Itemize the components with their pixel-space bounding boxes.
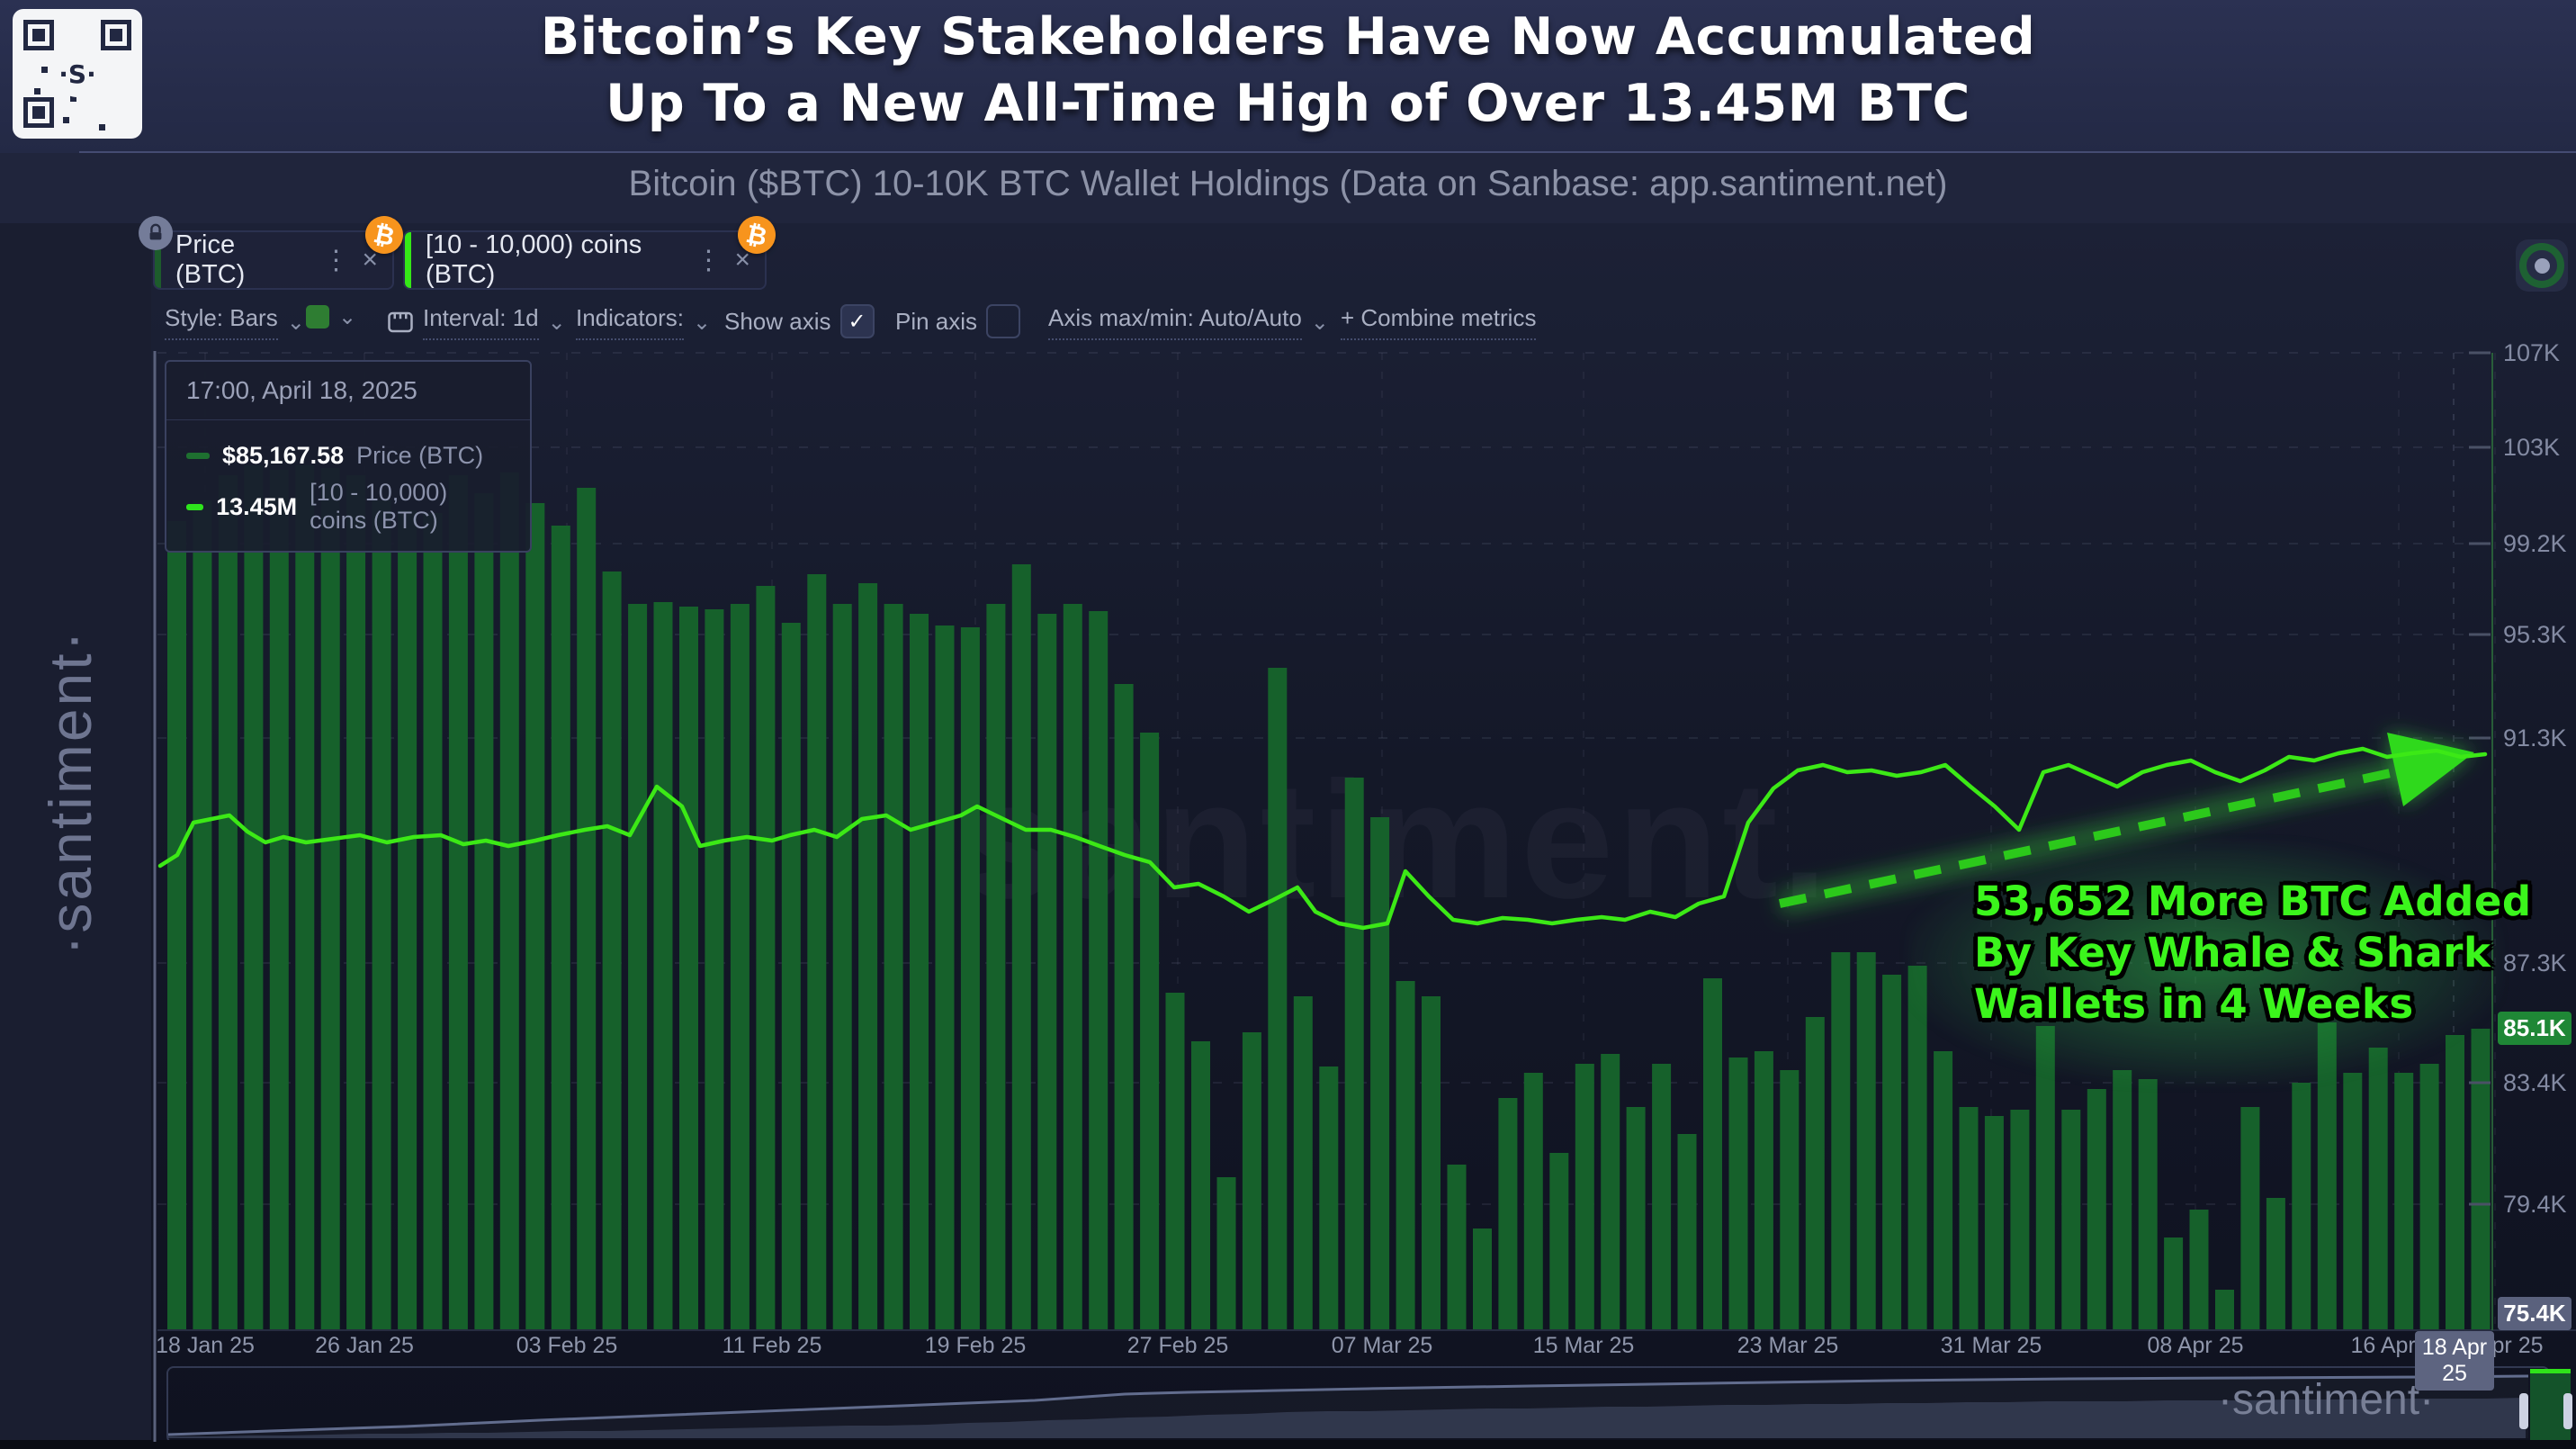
tooltip-row-0: $85,167.58 Price (BTC) [186, 442, 510, 470]
annotation-line1: 53,652 More BTC Added [1974, 878, 2532, 925]
indicators-label: Indicators: [576, 304, 684, 340]
metric-chip-label: [10 - 10,000) coins (BTC) [426, 230, 642, 289]
y-axis-badge-85.1K: 85.1K [2498, 1012, 2572, 1045]
pin-axis-toggle[interactable]: Pin axis [895, 304, 1021, 338]
show-axis-toggle[interactable]: Show axis ✓ [724, 304, 875, 338]
style-label: Style: Bars [165, 304, 278, 340]
style-selector[interactable]: Style: Bars ⌄ [165, 304, 305, 340]
chip-accent-bar [405, 232, 411, 288]
x-axis-label: 11 Feb 25 [722, 1333, 822, 1358]
chip-accent-bar [155, 232, 161, 288]
indicators-selector[interactable]: Indicators: ⌄ [576, 304, 711, 340]
tooltip-timestamp: 17:00, April 18, 2025 [186, 376, 417, 404]
x-axis-label: 08 Apr 25 [2147, 1333, 2244, 1358]
x-axis-label: 19 Feb 25 [924, 1333, 1027, 1358]
tooltip-series-label: Price (BTC) [356, 442, 484, 469]
holdings-line [157, 746, 2488, 931]
x-axis-label: 03 Feb 25 [516, 1333, 618, 1358]
series-color-dash [186, 453, 210, 459]
y-axis-label-103K: 103K [2503, 434, 2561, 461]
navigator-watermark: ·santiment· [2218, 1376, 2435, 1424]
navigator-grip-right[interactable] [2563, 1393, 2572, 1429]
y-axis-label-95.3K: 95.3K [2503, 621, 2567, 648]
annotation-line3: Wallets in 4 Weeks [1974, 980, 2414, 1028]
y-axis-label-99.2K: 99.2K [2503, 530, 2567, 557]
series-color-dash [186, 503, 204, 510]
left-sidebar [0, 223, 151, 1449]
chevron-down-icon: ⌄ [692, 310, 712, 335]
chip-menu-icon[interactable]: ⋮ [695, 245, 723, 275]
pin-axis-label: Pin axis [895, 307, 978, 335]
chevron-down-icon: ⌄ [286, 310, 305, 335]
interval-selector[interactable]: Interval: 1d ⌄ [387, 304, 566, 340]
tooltip-series-label: [10 - 10,000) coins (BTC) [310, 479, 448, 534]
target-icon-dot [2534, 257, 2550, 274]
chart-tooltip: 17:00, April 18, 2025 $85,167.58 Price (B… [165, 360, 532, 553]
navigator-price-area [168, 1398, 2526, 1438]
qr-pattern: ·S· [23, 20, 131, 130]
trend-arrowhead [2387, 733, 2474, 806]
header-band [0, 0, 2576, 153]
bottom-strip [0, 1440, 2576, 1449]
chevron-down-icon: ⌄ [1310, 310, 1329, 335]
x-axis-label: 15 Mar 25 [1532, 1333, 1635, 1358]
x-axis-label: 31 Mar 25 [1940, 1333, 2042, 1358]
page-title-line1: Bitcoin’s Key Stakeholders Have Now Accu… [540, 7, 2036, 67]
y-axis-label-91.3K: 91.3K [2503, 724, 2567, 752]
x-axis-label: 18 Jan 25 [156, 1333, 255, 1358]
color-swatch-selector[interactable]: ⌄ [306, 304, 356, 329]
tooltip-row-1: 13.45M [10 - 10,000) coins (BTC) [186, 479, 510, 535]
chevron-down-icon: ⌄ [547, 310, 566, 335]
subtitle-band [0, 153, 2576, 223]
tooltip-value: $85,167.58 [222, 442, 345, 469]
header-divider [79, 151, 2576, 153]
show-axis-checkbox[interactable]: ✓ [839, 304, 875, 338]
axis-maxmin-selector[interactable]: Axis max/min: Auto/Auto ⌄ [1048, 304, 1329, 340]
svg-text:·S·: ·S· [58, 59, 95, 89]
navigator-grip-left[interactable] [2519, 1393, 2528, 1429]
tooltip-rows: $85,167.58 Price (BTC) 13.45M [10 - 10,000)… [166, 420, 530, 551]
x-axis-label: 23 Mar 25 [1737, 1333, 1839, 1358]
target-icon [2519, 243, 2564, 288]
combine-metrics-button[interactable]: + Combine metrics [1341, 304, 1537, 340]
interval-icon [388, 311, 413, 333]
tooltip-divider [166, 419, 530, 420]
annotation-line2: By Key Whale & Shark [1974, 929, 2491, 976]
metric-chip-label: Price (BTC) [175, 230, 246, 289]
y-axis-label-87.3K: 87.3K [2503, 950, 2567, 976]
y-axis-label-79.4K: 79.4K [2503, 1191, 2567, 1218]
metric-chip-price[interactable]: Price (BTC) ⋮ × [153, 230, 394, 290]
qr-code: ·S· [13, 9, 142, 139]
pin-axis-checkbox[interactable] [986, 304, 1021, 338]
navigator-holdings-line [167, 1374, 2529, 1436]
x-axis-label: 07 Mar 25 [1331, 1333, 1433, 1358]
chevron-down-icon: ⌄ [338, 304, 357, 329]
metric-chip-holdings[interactable]: [10 - 10,000) coins (BTC) ⋮ × [403, 230, 767, 290]
x-axis-label: 27 Feb 25 [1126, 1333, 1229, 1358]
crosshair-date-badge: 18 Apr 25 [2415, 1331, 2494, 1390]
y-axis-label-107K: 107K [2503, 339, 2561, 366]
color-swatch [306, 305, 329, 328]
page-subtitle: Bitcoin ($BTC) 10-10K BTC Wallet Holding… [628, 164, 1948, 203]
tooltip-value: 13.45M [216, 492, 298, 520]
chip-close-icon[interactable]: × [734, 245, 750, 274]
annotation-glow [1907, 842, 2501, 1084]
interval-label: Interval: 1d [423, 304, 539, 340]
price-bars [167, 465, 2491, 1331]
page-title-line2: Up To a New All-Time High of Over 13.45M… [606, 74, 1970, 133]
chip-close-icon[interactable]: × [362, 245, 378, 274]
combine-metrics-label: + Combine metrics [1341, 304, 1537, 340]
trend-dashed-line [1778, 764, 2413, 908]
y-axis-badge-75.4K: 75.4K [2498, 1297, 2572, 1330]
x-axis-label: 26 Jan 25 [315, 1333, 414, 1358]
axis-maxmin-label: Axis max/min: Auto/Auto [1048, 304, 1302, 340]
lock-icon [139, 216, 173, 250]
y-axis-label-83.4K: 83.4K [2503, 1069, 2567, 1096]
watch-metric-button[interactable] [2516, 239, 2568, 292]
chip-menu-icon[interactable]: ⋮ [322, 245, 350, 275]
show-axis-label: Show axis [724, 307, 831, 335]
